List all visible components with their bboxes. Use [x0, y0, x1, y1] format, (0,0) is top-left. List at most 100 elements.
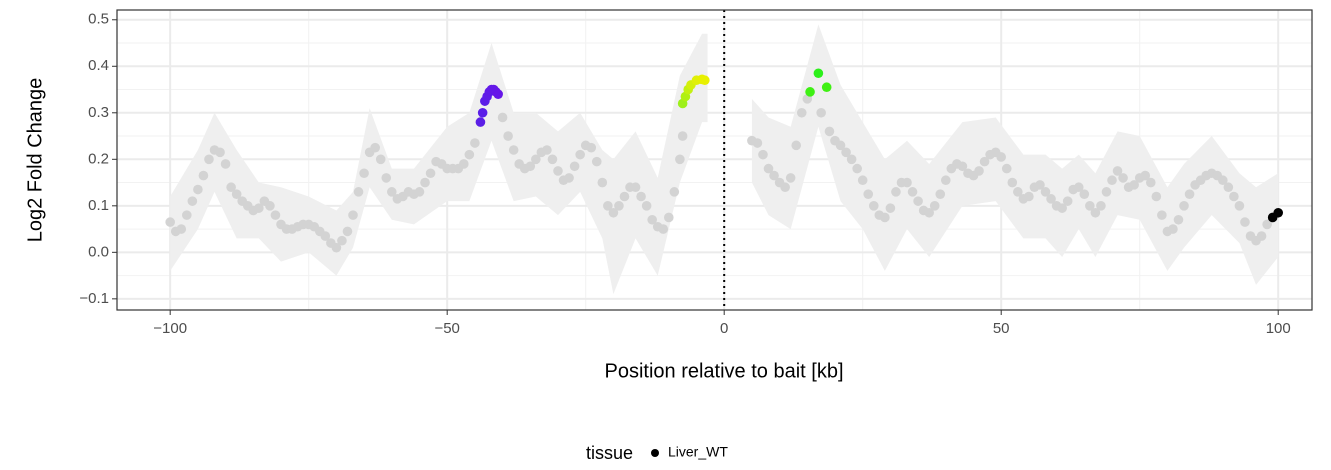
data-point [215, 147, 225, 158]
data-point [821, 82, 832, 93]
x-tick-label: −50 [434, 320, 459, 337]
data-point [477, 107, 488, 118]
y-tick-label: 0.2 [88, 150, 109, 167]
data-point [619, 191, 630, 202]
data-point [846, 154, 857, 165]
data-point [1040, 187, 1051, 197]
data-point [891, 187, 901, 197]
data-point [935, 189, 946, 199]
data-point [1262, 219, 1272, 230]
legend-title: tissue [586, 443, 633, 463]
data-point [165, 217, 175, 227]
data-point [1024, 191, 1034, 202]
data-point [608, 207, 619, 218]
data-point [270, 210, 281, 220]
data-point [564, 173, 574, 183]
data-point [752, 138, 763, 148]
data-point [1140, 170, 1151, 181]
data-point [663, 212, 674, 223]
data-point [531, 154, 541, 165]
data-point [1179, 201, 1189, 211]
data-point [226, 182, 236, 193]
data-point [508, 145, 519, 155]
data-point [464, 149, 475, 160]
data-point [1073, 182, 1084, 193]
data-point [1168, 224, 1178, 234]
data-point [700, 75, 710, 86]
data-point [182, 210, 192, 220]
data-point [493, 89, 503, 99]
data-point [1145, 177, 1156, 188]
data-point [497, 112, 508, 123]
data-point [370, 142, 380, 153]
data-point [1157, 210, 1167, 220]
x-tick-label: 100 [1266, 320, 1291, 337]
data-point [320, 231, 331, 241]
data-point [331, 242, 342, 253]
data-point [231, 189, 242, 199]
data-point [1090, 207, 1101, 218]
data-point [386, 187, 397, 197]
y-tick-label: 0.0 [88, 243, 109, 260]
data-point [337, 235, 347, 246]
data-point [420, 177, 430, 188]
data-point [503, 131, 513, 141]
data-point [1256, 231, 1267, 241]
y-tick-label: 0.1 [88, 197, 109, 214]
data-point [342, 226, 353, 237]
data-point [1240, 217, 1250, 227]
data-point [907, 187, 918, 197]
data-point [996, 152, 1007, 162]
y-axis-title: Log2 Fold Change [24, 78, 46, 243]
data-point [176, 224, 187, 234]
data-point [265, 201, 275, 211]
confidence-ribbon [751, 24, 1279, 285]
data-point [614, 201, 624, 211]
data-point [470, 138, 480, 148]
data-point [525, 161, 536, 172]
data-point [852, 163, 862, 174]
data-point [957, 161, 968, 172]
data-point [785, 173, 796, 183]
data-point [929, 201, 940, 211]
data-point [780, 182, 790, 193]
data-point [868, 201, 879, 211]
data-point [1273, 207, 1284, 218]
data-point [348, 210, 358, 220]
data-point [542, 145, 552, 155]
data-point [1118, 173, 1128, 183]
data-point [547, 154, 558, 165]
data-point [353, 187, 364, 197]
data-point [204, 154, 214, 165]
data-point [677, 131, 688, 141]
data-point [220, 159, 231, 169]
data-point [569, 161, 580, 172]
data-point [475, 117, 486, 127]
data-point [863, 189, 874, 199]
data-point [675, 154, 685, 165]
data-point [1046, 194, 1056, 204]
data-point [835, 140, 846, 151]
data-point [575, 149, 585, 160]
data-point [1129, 180, 1139, 190]
data-point [658, 224, 669, 234]
data-point [459, 159, 469, 169]
data-point [1007, 177, 1018, 188]
data-point [796, 107, 807, 118]
data-point [805, 87, 815, 97]
data-point [913, 196, 923, 206]
data-point [1112, 166, 1123, 176]
y-tick-label: −0.1 [79, 290, 109, 307]
x-axis-title: Position relative to bait [kb] [604, 360, 843, 382]
x-tick-label: 50 [993, 320, 1010, 337]
legend-marker [651, 449, 659, 457]
data-point [813, 68, 824, 79]
data-point [791, 140, 802, 151]
data-point [1101, 187, 1112, 197]
data-point [636, 191, 646, 202]
y-tick-label: 0.4 [88, 57, 109, 74]
data-point [1085, 201, 1095, 211]
data-point [187, 196, 198, 206]
data-point [414, 187, 425, 197]
data-point [198, 170, 209, 181]
